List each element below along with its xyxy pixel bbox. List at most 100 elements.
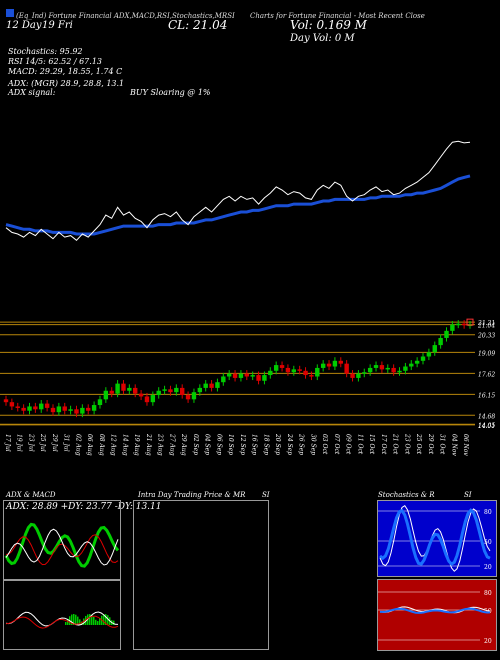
volume-label: Vol: 0.169 M — [290, 18, 367, 32]
candle-body — [74, 409, 79, 414]
date-tick-label: 03 Oct — [321, 434, 328, 455]
macd-histogram-bar — [75, 614, 77, 625]
date-tick-label: 11 Oct — [356, 434, 363, 455]
adx-text: ADX: (MGR) 28.9, 28.8, 13.1 — [8, 79, 125, 88]
close-line — [5, 140, 471, 241]
date-tick-label: 19 Aug — [133, 434, 140, 456]
date-tick-label: 06 Aug — [86, 434, 93, 456]
adx-signal-label: ADX signal: — [8, 88, 56, 97]
date-tick-label: 27 Aug — [168, 433, 175, 456]
date-tick-label: 23 Oct — [403, 433, 410, 455]
candle-body — [379, 365, 385, 370]
candle-body — [80, 407, 85, 414]
candle-body — [350, 373, 355, 378]
date-tick-label: 29 Aug — [180, 433, 187, 456]
candle-body — [226, 373, 232, 377]
date-tick-label: 24 Sep — [286, 433, 293, 455]
candle-body — [385, 367, 390, 370]
intraday-title: Intra Day Trading Price & MR — [138, 491, 246, 499]
candle-body — [44, 403, 50, 408]
candle-body — [315, 367, 320, 377]
macd-histogram-bar — [95, 619, 97, 625]
candle-body — [185, 395, 191, 400]
candle-body — [68, 409, 73, 411]
macd-histogram-bar — [79, 619, 81, 625]
candle-body — [279, 365, 285, 368]
candle-body — [362, 372, 367, 374]
candle-body — [309, 375, 314, 377]
adx-signal-value: BUY Sloaring @ 1% — [130, 88, 211, 97]
date-tick-label: 06 Nov — [462, 434, 469, 456]
date-tick-label: 18 Sep — [262, 434, 269, 455]
date-tick-label: 09 Oct — [345, 434, 352, 455]
price-level-label: 21.04 — [477, 323, 495, 330]
candle-body — [86, 407, 91, 411]
candle-body — [344, 363, 349, 374]
date-tick-label: 23 Aug — [157, 433, 164, 456]
candle-body — [273, 365, 279, 371]
adx-panel — [3, 500, 121, 580]
minus-dy-line — [5, 534, 119, 566]
macd-histogram-bar — [91, 614, 93, 625]
candle-body — [3, 399, 9, 403]
date-tick-label: 04 Nov — [450, 434, 457, 456]
candle-body — [197, 387, 203, 393]
candle-body — [144, 396, 150, 403]
candle-body — [174, 387, 179, 393]
macd-histogram-bar — [71, 614, 73, 625]
candle-body — [285, 367, 291, 373]
candle-body — [456, 323, 461, 326]
macd-histogram-bar — [105, 614, 107, 625]
candle-body — [250, 375, 255, 377]
symbol-marker — [6, 9, 14, 17]
date-tick-label: 31 Jul — [63, 434, 70, 452]
candle-body — [297, 369, 302, 371]
rsi-text: RSI 14/5: 62.52 / 67.13 — [8, 57, 102, 66]
candle-body — [138, 393, 144, 397]
close-label: CL: 21.04 — [168, 18, 228, 32]
candle-body — [367, 367, 373, 373]
candle-body — [391, 367, 396, 373]
candle-body — [409, 363, 414, 367]
candle-body — [121, 383, 126, 391]
candle-body — [420, 356, 426, 361]
date-tick-label: 14 Aug — [121, 434, 128, 456]
macd-histogram-bar — [103, 614, 105, 625]
macd-histogram-bar — [97, 621, 99, 625]
candle-body — [291, 369, 296, 373]
mrsi-signal-line — [380, 607, 491, 614]
price-level-label: 20.33 — [477, 333, 495, 340]
candle-body — [256, 375, 261, 381]
macd-histogram-bar — [65, 622, 67, 625]
candle-body — [232, 373, 238, 378]
candle-body — [326, 363, 332, 367]
day-vol-label: Day Vol: 0 M — [290, 33, 355, 44]
candle-body — [209, 383, 214, 388]
candle-body — [156, 390, 161, 396]
candle-body — [50, 407, 56, 413]
candle-body — [62, 406, 67, 411]
candle-body — [268, 370, 273, 376]
date-tick-label: 25 Jul — [39, 433, 46, 452]
date-tick-label: 20 Sep — [274, 433, 281, 455]
candle-body — [262, 375, 267, 381]
price-level-label: 19.09 — [478, 350, 495, 357]
date-tick-label: 29 Jul — [51, 433, 58, 452]
candle-body — [168, 389, 173, 393]
date-tick-label: 04 Sep — [204, 434, 211, 455]
date-tick-label: 17 Jul — [4, 434, 11, 452]
date-tick-label: 02 Aug — [74, 434, 81, 456]
stoch-grid-label: 50 — [484, 539, 492, 546]
price-level-label: 17.62 — [478, 371, 495, 378]
price-level-label: 14.01 — [478, 423, 495, 430]
candle-body — [203, 383, 208, 388]
candle-body — [244, 373, 250, 377]
stoch-si: SI — [464, 491, 472, 499]
date-tick-label: 31 Oct — [439, 434, 446, 455]
date-tick-label: 30 Sep — [309, 434, 316, 455]
macd-histogram-bar — [77, 616, 79, 625]
macd-histogram-bar — [89, 614, 91, 625]
candle-body — [356, 373, 361, 378]
